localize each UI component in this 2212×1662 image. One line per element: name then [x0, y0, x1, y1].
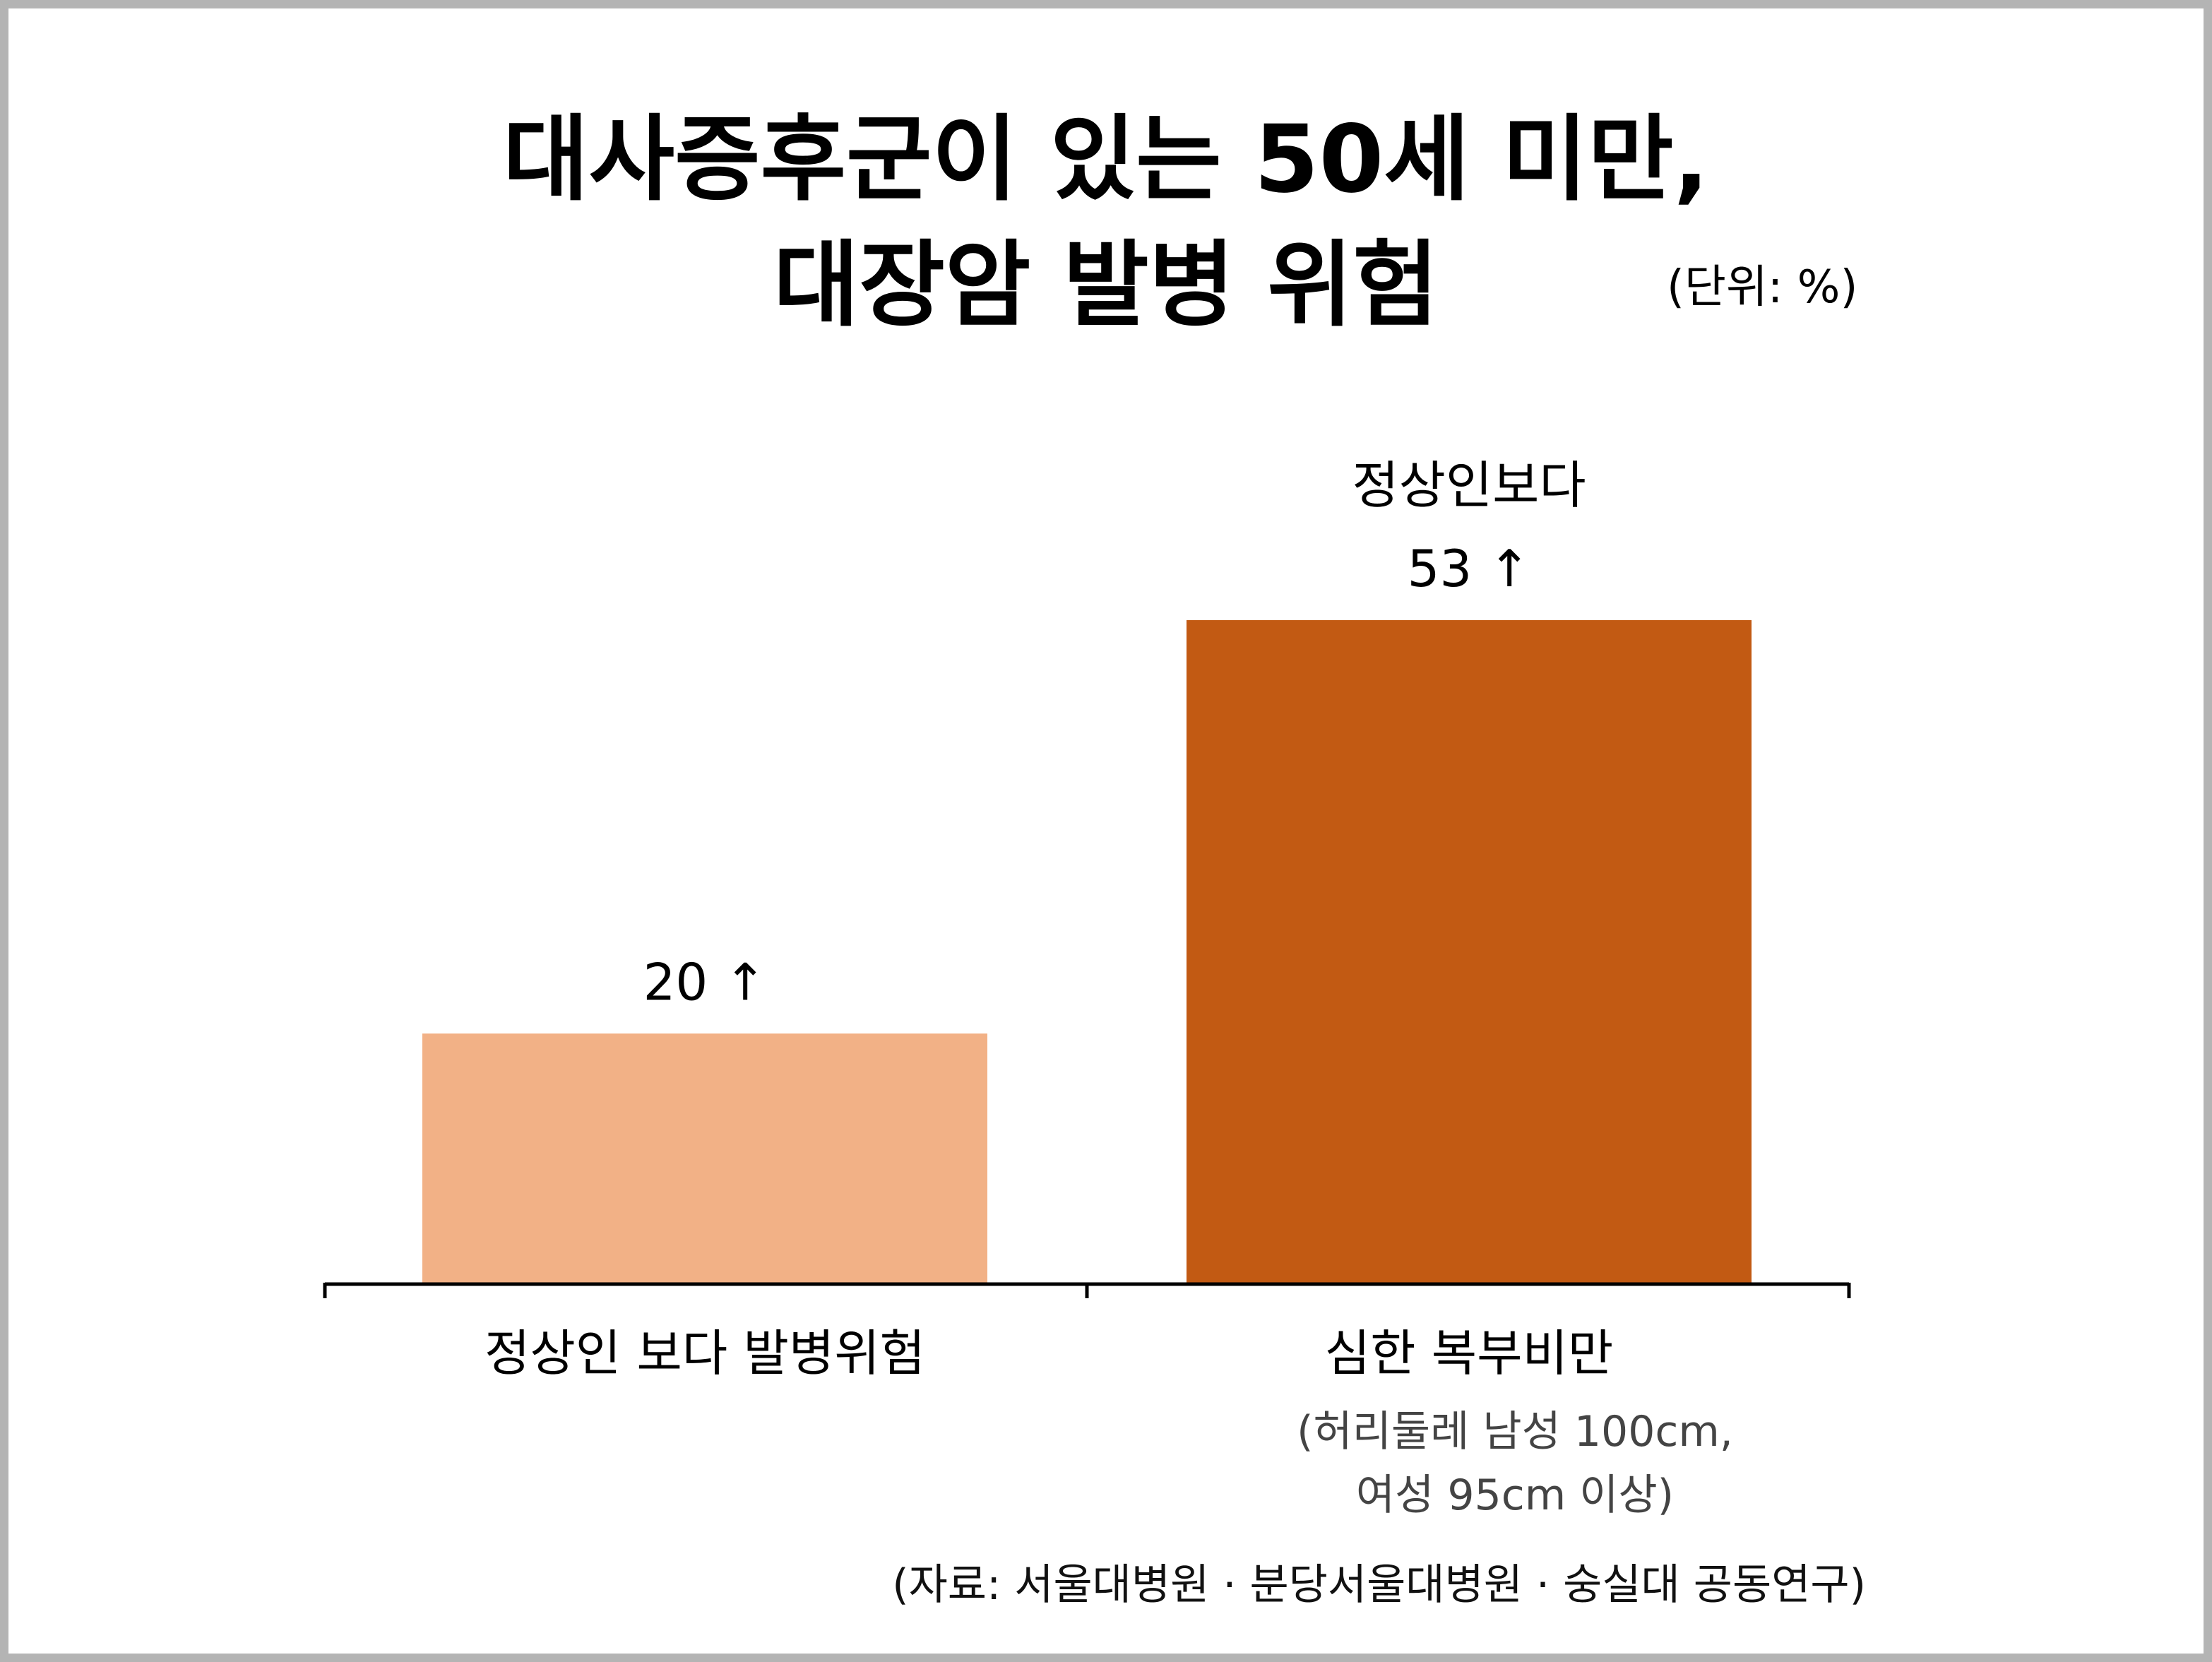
value-label-1-1: 53 ↑: [1408, 539, 1531, 598]
x-tick-sublabel-1-0: (허리둘레 남성 100cm,: [1297, 1407, 1733, 1456]
value-label-1-0: 정상인보다: [1352, 456, 1586, 515]
bar-1: [1187, 620, 1752, 1284]
x-tick-label-1: 심한 복부비만: [1325, 1324, 1614, 1382]
x-tick-label-0: 정상인 보다 발병위험: [484, 1324, 925, 1382]
x-tick-sublabel-1-1: 여성 95cm 이상): [1356, 1471, 1674, 1520]
value-label-0: 20 ↑: [643, 952, 767, 1011]
chart-title-line-1: 대사증후군이 있는 50세 미만,: [503, 105, 1709, 214]
bar-0: [422, 1033, 987, 1284]
unit-label: (단위: %): [1667, 261, 1858, 314]
chart-title-line-2: 대장암 발병 위험: [773, 231, 1439, 340]
source-note: (자료: 서울대병원 · 분당서울대병원 · 숭실대 공동연구): [892, 1560, 1866, 1610]
